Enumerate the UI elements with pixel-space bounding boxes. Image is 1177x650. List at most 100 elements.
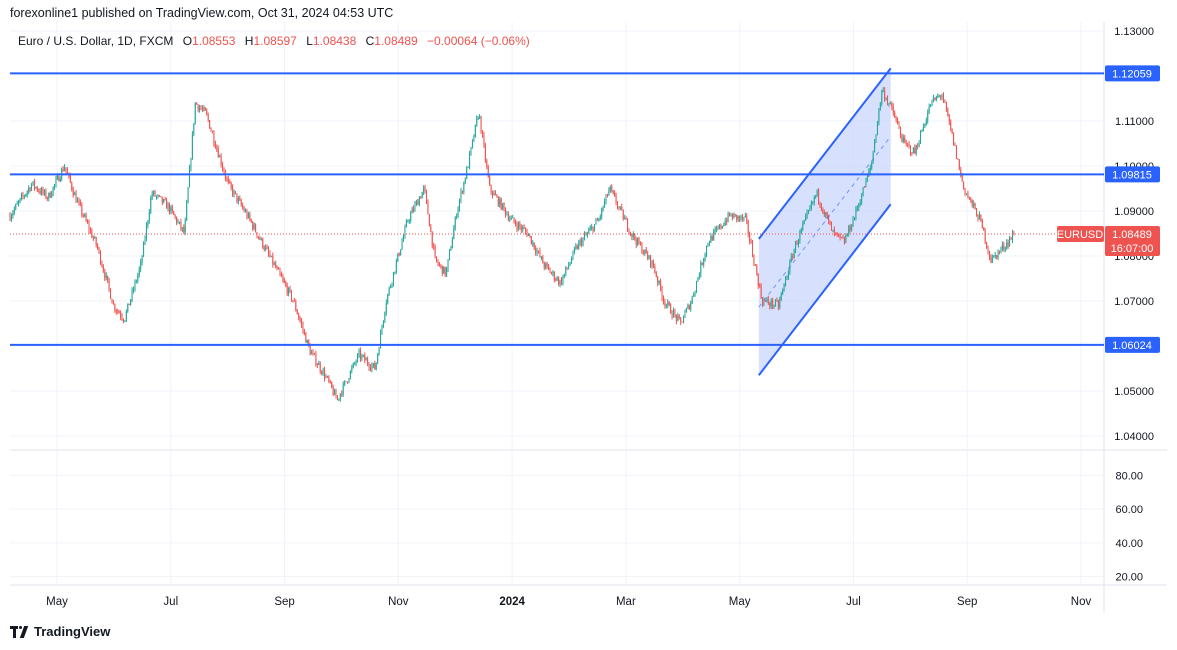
candle-body bbox=[695, 281, 697, 291]
candle-body bbox=[219, 156, 221, 158]
candle-body bbox=[469, 153, 471, 168]
candle-body bbox=[664, 301, 666, 306]
candle-body bbox=[184, 220, 186, 233]
candle-body bbox=[823, 212, 825, 215]
tradingview-brand[interactable]: TradingView bbox=[10, 624, 110, 639]
candle-body bbox=[951, 128, 953, 134]
candle-body bbox=[835, 232, 837, 234]
price-tick-label: 1.05000 bbox=[1114, 386, 1154, 398]
candle-body bbox=[114, 304, 116, 311]
candle-body bbox=[730, 214, 732, 216]
candle-body bbox=[160, 195, 162, 197]
candle-body bbox=[539, 251, 541, 257]
candle-body bbox=[365, 359, 367, 361]
candle-body bbox=[89, 230, 91, 231]
candle-body bbox=[278, 267, 280, 270]
candle-body bbox=[400, 249, 402, 256]
candle-body bbox=[945, 102, 947, 109]
candle-body bbox=[144, 238, 146, 243]
candle-body bbox=[318, 363, 320, 366]
candle-body bbox=[928, 106, 930, 113]
level-price-label: 1.12059 bbox=[1112, 68, 1152, 80]
candle-body bbox=[288, 287, 290, 294]
candle-body bbox=[137, 274, 139, 281]
candle-body bbox=[405, 221, 407, 228]
candle-body bbox=[203, 107, 205, 110]
candle-body bbox=[819, 201, 821, 205]
candle-body bbox=[12, 212, 14, 217]
candle-body bbox=[527, 234, 529, 236]
candle-body bbox=[938, 95, 940, 97]
candle-body bbox=[285, 282, 287, 286]
candle-body bbox=[282, 277, 284, 280]
candle-body bbox=[530, 236, 532, 244]
candle-body bbox=[239, 198, 241, 201]
candle-body bbox=[724, 220, 726, 226]
candle-body bbox=[453, 228, 455, 240]
candle-body bbox=[941, 95, 943, 97]
candle-body bbox=[22, 195, 24, 197]
candle-body bbox=[767, 299, 769, 304]
candle-body bbox=[420, 197, 422, 199]
candle-body bbox=[484, 145, 486, 161]
candle-body bbox=[502, 203, 504, 210]
candle-body bbox=[898, 123, 900, 129]
candle-body bbox=[963, 181, 965, 189]
current-price-tag bbox=[1105, 225, 1160, 256]
candle-body bbox=[191, 134, 193, 159]
close-label: C bbox=[365, 34, 375, 48]
candle-body bbox=[548, 265, 550, 269]
candle-body bbox=[582, 238, 584, 245]
candle-body bbox=[729, 212, 731, 216]
candle-body bbox=[660, 280, 662, 290]
candle-body bbox=[504, 208, 506, 215]
candle-body bbox=[625, 218, 627, 220]
candle-body bbox=[553, 271, 555, 280]
tradingview-brand-text: TradingView bbox=[34, 624, 111, 639]
candle-body bbox=[918, 143, 920, 147]
candle-body bbox=[628, 229, 630, 234]
candle-body bbox=[140, 261, 142, 269]
candle-body bbox=[568, 265, 570, 269]
candle-body bbox=[907, 143, 909, 145]
candle-body bbox=[33, 181, 35, 188]
time-tick-label: Sep bbox=[957, 596, 977, 608]
candle-body bbox=[313, 353, 315, 355]
candle-body bbox=[629, 233, 631, 234]
candle-body bbox=[862, 187, 864, 196]
candle-body bbox=[199, 107, 201, 110]
candle-body bbox=[1010, 238, 1012, 240]
candle-body bbox=[655, 272, 657, 277]
candle-body bbox=[26, 191, 28, 195]
candle-body bbox=[15, 204, 17, 209]
candle-body bbox=[772, 300, 774, 307]
low-value: 1.08438 bbox=[312, 34, 357, 48]
candle-body bbox=[717, 228, 719, 230]
candle-body bbox=[740, 215, 742, 219]
candle-body bbox=[684, 312, 686, 318]
candle-body bbox=[562, 276, 564, 284]
candle-body bbox=[161, 196, 163, 203]
time-tick-label: Jul bbox=[163, 596, 178, 608]
candle-body bbox=[69, 175, 71, 183]
candle-body bbox=[635, 239, 637, 245]
candle-body bbox=[369, 367, 371, 369]
candle-body bbox=[29, 188, 31, 191]
candle-body bbox=[947, 108, 949, 117]
candle-body bbox=[466, 167, 468, 179]
candle-body bbox=[255, 224, 257, 233]
candle-body bbox=[127, 303, 129, 312]
candle-body bbox=[983, 227, 985, 231]
candle-body bbox=[981, 219, 983, 228]
candle-body bbox=[39, 191, 41, 194]
candle-body bbox=[418, 197, 420, 206]
candle-body bbox=[681, 321, 683, 323]
candle-body bbox=[766, 299, 768, 302]
candle-body bbox=[25, 194, 27, 196]
candle-body bbox=[815, 195, 817, 198]
candle-body bbox=[654, 266, 656, 273]
candle-body bbox=[328, 376, 330, 382]
current-price-label: 1.08489 bbox=[1112, 229, 1152, 241]
candle-body bbox=[358, 350, 360, 355]
